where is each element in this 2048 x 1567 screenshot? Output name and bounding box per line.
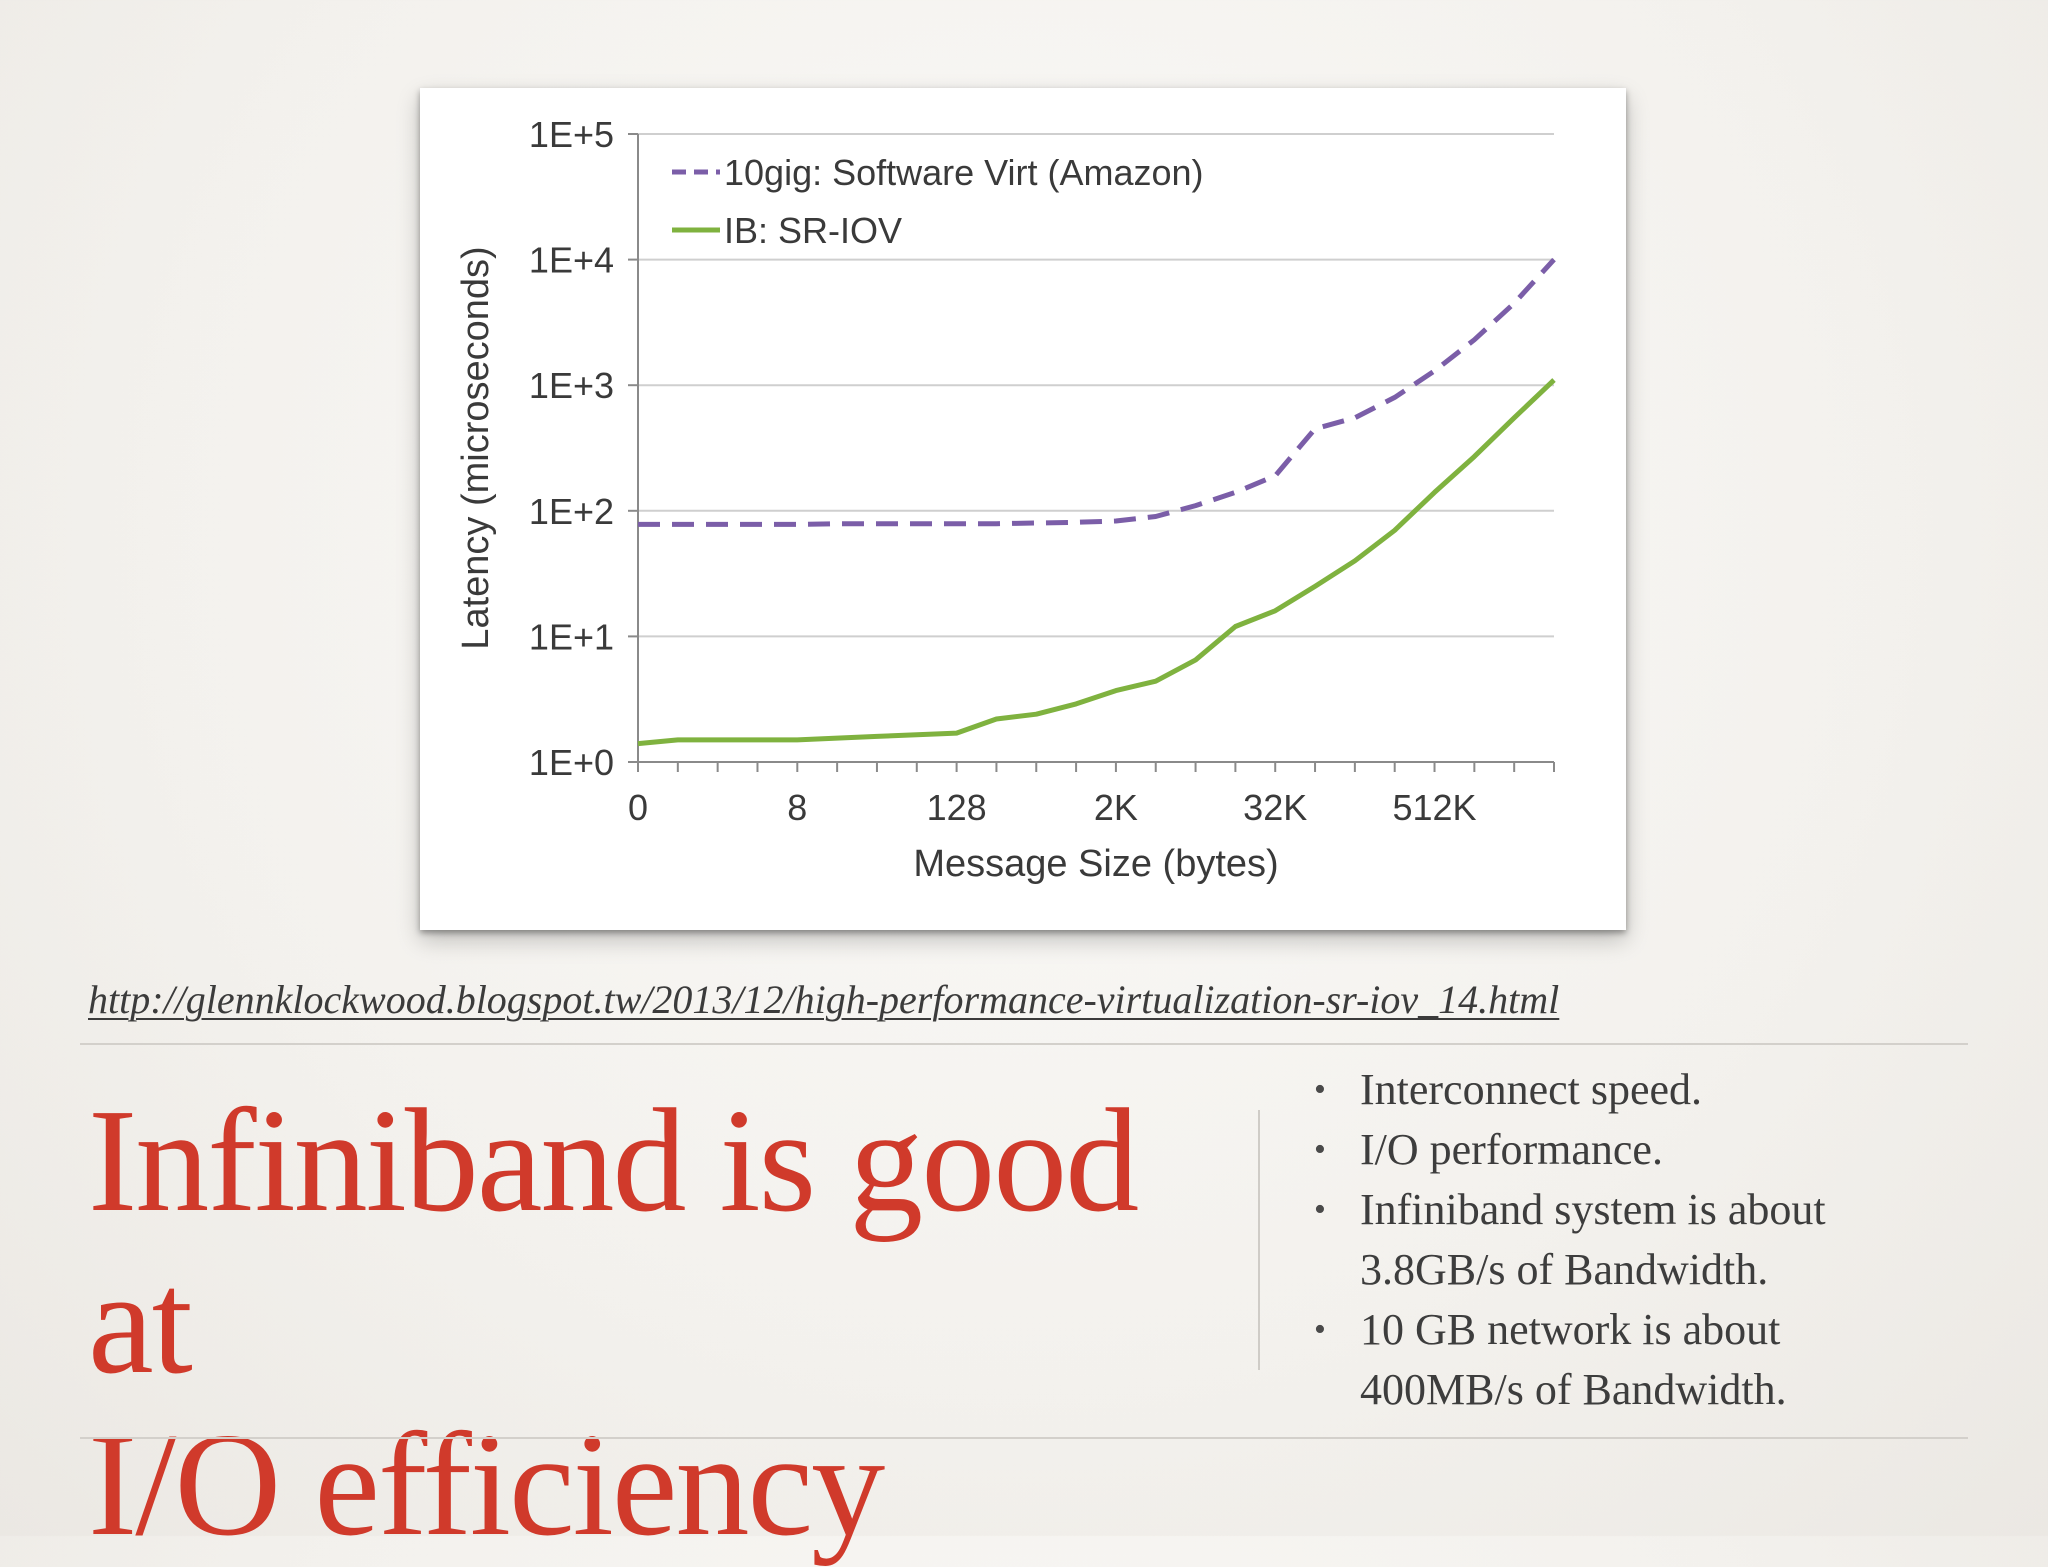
x-tick-label: 32K — [1243, 787, 1307, 828]
y-tick-label: 1E+5 — [529, 114, 614, 155]
vertical-divider — [1258, 1110, 1260, 1370]
x-tick-label: 512K — [1392, 787, 1476, 828]
series-line-10gig-software-virt-amazon — [638, 257, 1556, 527]
slide-title-line-1: Infiniband is good at — [88, 1079, 1139, 1405]
y-tick-label: 1E+0 — [529, 742, 614, 783]
x-axis-label: Message Size (bytes) — [913, 843, 1278, 885]
divider-top — [80, 1043, 1968, 1045]
x-tick-label: 8 — [787, 787, 807, 828]
y-tick-label: 1E+4 — [529, 240, 614, 281]
bullet-item: I/O performance. — [1310, 1120, 1950, 1180]
y-tick-label: 1E+2 — [529, 491, 614, 532]
legend-label: 10gig: Software Virt (Amazon) — [724, 152, 1204, 193]
y-tick-label: 1E+1 — [529, 616, 614, 657]
x-tick-label: 128 — [927, 787, 987, 828]
bullet-list: Interconnect speed. I/O performance. Inf… — [1310, 1060, 1950, 1420]
series-line-ib-sr-iov — [637, 378, 1556, 747]
x-tick-label: 2K — [1094, 787, 1138, 828]
slide-title-line-2: I/O efficiency — [88, 1403, 885, 1567]
y-axis-label: Latency (microseconds) — [455, 246, 497, 649]
latency-chart: 1E+0 1E+1 1E+2 1E+3 1E+4 1E+5 0 8 128 2K 32K 512K Me… — [455, 114, 1556, 885]
y-tick-label: 1E+3 — [529, 365, 614, 406]
chart-card: 1E+0 1E+1 1E+2 1E+3 1E+4 1E+5 0 8 128 2K 32K 512K Me… — [420, 88, 1626, 930]
slide-title: Infiniband is good at I/O efficiency — [88, 1080, 1208, 1566]
legend-label: IB: SR-IOV — [724, 210, 902, 251]
bullet-item: 10 GB network is about 400MB/s of Bandwi… — [1310, 1300, 1950, 1420]
divider-bottom — [80, 1437, 1968, 1439]
bullet-item: Interconnect speed. — [1310, 1060, 1950, 1120]
source-link[interactable]: http://glennklockwood.blogspot.tw/2013/1… — [88, 977, 1560, 1022]
x-tick-label: 0 — [628, 787, 648, 828]
bullet-item: Infiniband system is about 3.8GB/s of Ba… — [1310, 1180, 1950, 1300]
